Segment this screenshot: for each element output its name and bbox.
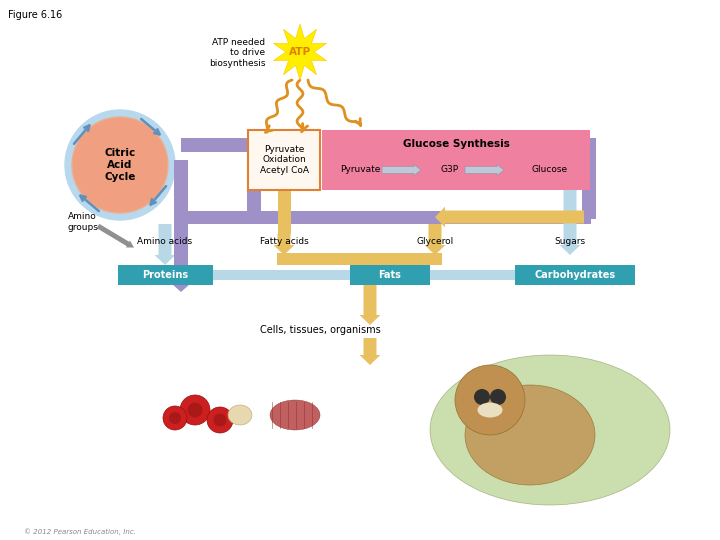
Circle shape [474, 389, 490, 405]
FancyBboxPatch shape [350, 265, 430, 285]
Circle shape [180, 395, 210, 425]
Text: ATP: ATP [289, 47, 311, 57]
Polygon shape [247, 138, 261, 219]
FancyBboxPatch shape [515, 265, 635, 285]
Ellipse shape [465, 385, 595, 485]
Ellipse shape [430, 355, 670, 505]
Text: Glycerol: Glycerol [416, 237, 454, 246]
Circle shape [163, 406, 187, 430]
Text: © 2012 Pearson Education, Inc.: © 2012 Pearson Education, Inc. [24, 528, 136, 535]
Text: G3P: G3P [441, 165, 459, 174]
Ellipse shape [270, 400, 320, 430]
Circle shape [65, 110, 175, 220]
Text: Glucose: Glucose [532, 165, 568, 174]
Text: Carbohydrates: Carbohydrates [534, 270, 616, 280]
Polygon shape [228, 405, 252, 425]
FancyArrow shape [96, 224, 134, 248]
Polygon shape [181, 211, 591, 224]
Text: Cells, tissues, organisms: Cells, tissues, organisms [260, 325, 380, 335]
Circle shape [187, 402, 202, 417]
Text: Pyruvate
Oxidation
Acetyl CoA: Pyruvate Oxidation Acetyl CoA [259, 145, 308, 175]
Polygon shape [559, 190, 580, 255]
Polygon shape [274, 24, 327, 80]
Text: Fatty acids: Fatty acids [260, 237, 308, 246]
Polygon shape [369, 253, 382, 265]
Polygon shape [277, 190, 290, 234]
Circle shape [490, 389, 506, 405]
Text: Figure 6.16: Figure 6.16 [8, 10, 62, 20]
Polygon shape [359, 285, 380, 325]
Text: Fats: Fats [379, 270, 402, 280]
Polygon shape [155, 270, 577, 280]
Polygon shape [359, 338, 380, 365]
Text: Glucose Synthesis: Glucose Synthesis [402, 139, 510, 149]
Polygon shape [274, 234, 294, 255]
FancyBboxPatch shape [322, 130, 590, 190]
Polygon shape [425, 224, 446, 255]
Circle shape [214, 414, 227, 427]
Text: Citric
Acid
Cycle: Citric Acid Cycle [104, 148, 135, 181]
Circle shape [72, 117, 168, 213]
FancyArrow shape [465, 165, 504, 176]
FancyArrow shape [382, 165, 421, 176]
Polygon shape [435, 207, 584, 227]
Polygon shape [181, 138, 321, 152]
Text: Proteins: Proteins [142, 270, 188, 280]
Circle shape [455, 365, 525, 435]
Text: Pyruvate: Pyruvate [340, 165, 380, 174]
Polygon shape [174, 160, 188, 219]
Polygon shape [155, 224, 176, 265]
Polygon shape [277, 253, 442, 265]
Text: ATP needed
to drive
biosynthesis: ATP needed to drive biosynthesis [209, 38, 265, 68]
FancyBboxPatch shape [118, 265, 213, 285]
Circle shape [207, 407, 233, 433]
FancyBboxPatch shape [248, 130, 320, 190]
Text: Amino acids: Amino acids [138, 237, 192, 246]
Polygon shape [582, 138, 596, 219]
Circle shape [169, 412, 181, 424]
Ellipse shape [477, 402, 503, 417]
Text: Amino
groups: Amino groups [68, 212, 99, 232]
Text: Sugars: Sugars [554, 237, 585, 246]
Polygon shape [170, 210, 192, 292]
